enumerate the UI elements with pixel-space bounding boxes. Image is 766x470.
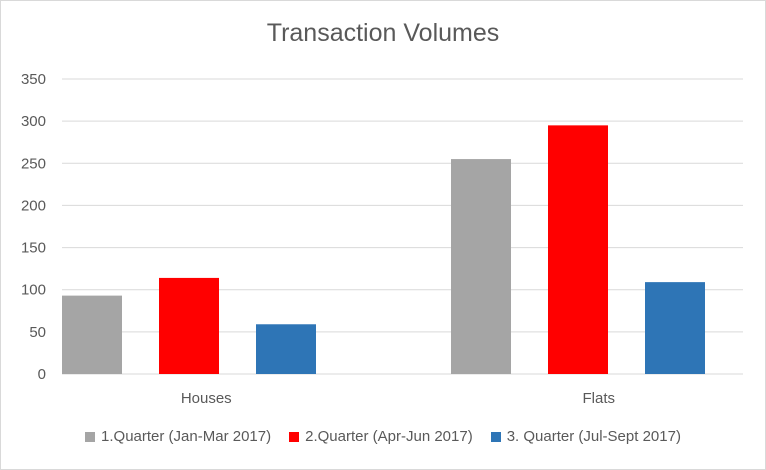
y-tick-label: 300 — [21, 113, 46, 130]
bar-flats-series-3 — [645, 282, 705, 374]
y-tick-label: 150 — [21, 240, 46, 257]
legend-label: 1.Quarter (Jan-Mar 2017) — [101, 428, 272, 445]
legend-item-2: 2.Quarter (Apr-Jun 2017) — [289, 428, 473, 445]
bar-flats-series-1 — [451, 159, 511, 374]
y-tick-label: 200 — [21, 197, 46, 214]
chart-title: Transaction Volumes — [266, 19, 500, 47]
bar-houses-series-3 — [256, 324, 316, 374]
x-tick-label-flats: Flats — [582, 390, 615, 407]
x-tick-label-houses: Houses — [181, 390, 232, 407]
y-tick-label: 350 — [21, 71, 46, 88]
y-tick-label: 50 — [29, 324, 46, 341]
y-tick-label: 250 — [21, 155, 46, 172]
chart-legend: 1.Quarter (Jan-Mar 2017) 2.Quarter (Apr-J… — [1, 428, 765, 445]
legend-item-1: 1.Quarter (Jan-Mar 2017) — [85, 428, 271, 445]
legend-label: 3. Quarter (Jul-Sept 2017) — [506, 428, 681, 445]
bar-flats-series-2 — [548, 125, 608, 374]
y-tick-label: 100 — [21, 282, 46, 299]
legend-swatch — [85, 431, 96, 442]
bar-houses-series-1 — [62, 295, 122, 374]
legend-item-3: 3. Quarter (Jul-Sept 2017) — [490, 428, 681, 445]
legend-swatch — [289, 431, 300, 442]
chart-plot-area: 0 50 100 150 200 250 300 350 Houses Flats — [21, 71, 743, 407]
legend-label: 2.Quarter (Apr-Jun 2017) — [305, 428, 473, 445]
y-tick-label: 0 — [38, 366, 46, 383]
bar-houses-series-2 — [159, 277, 219, 374]
legend-swatch — [490, 431, 501, 442]
